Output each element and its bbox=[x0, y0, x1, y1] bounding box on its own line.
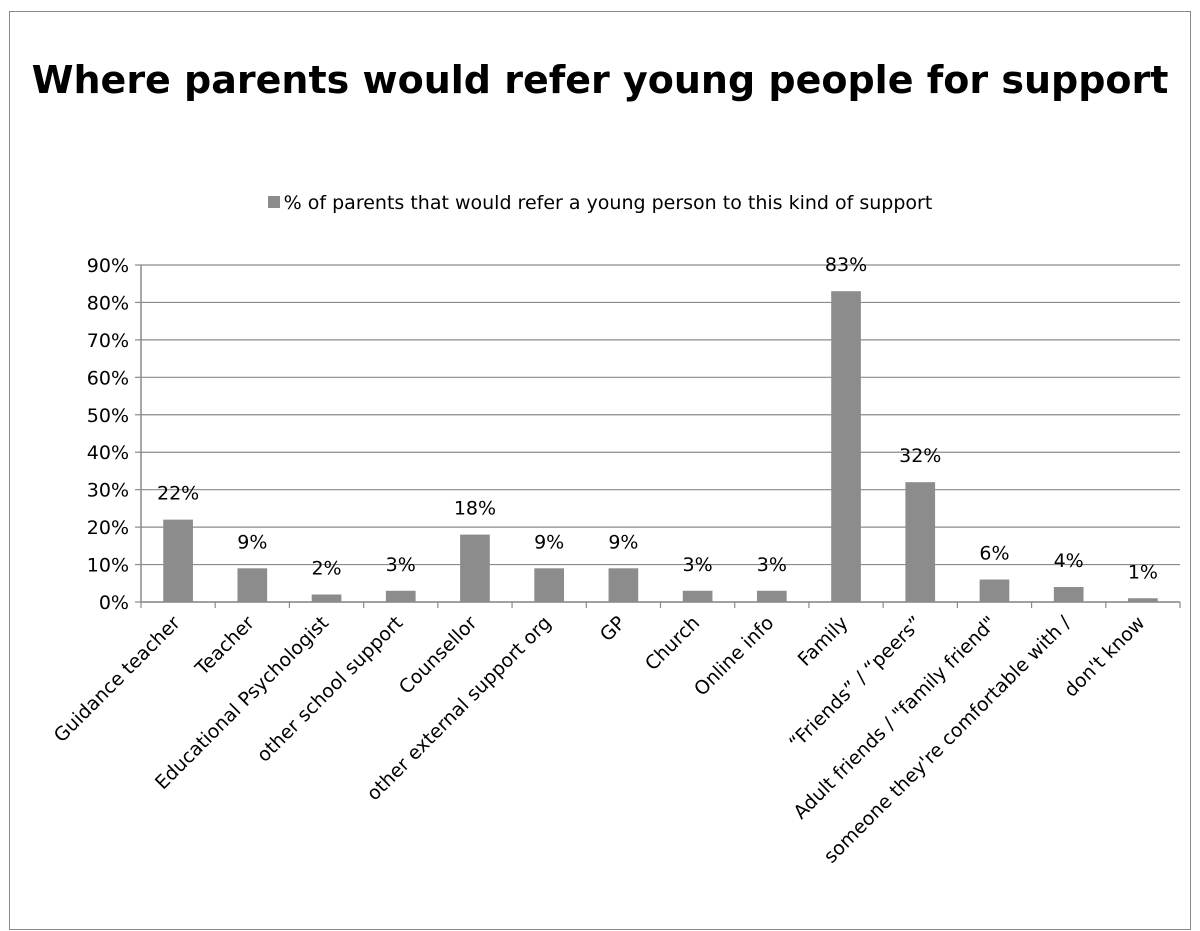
bar bbox=[756, 590, 787, 602]
data-label: 6% bbox=[979, 543, 1009, 565]
category-label: GP bbox=[596, 612, 630, 646]
data-label: 4% bbox=[1054, 550, 1084, 572]
bar bbox=[237, 568, 268, 602]
legend-label: % of parents that would refer a young pe… bbox=[283, 192, 933, 214]
chart-frame bbox=[9, 11, 1191, 930]
y-tick-label: 70% bbox=[87, 330, 129, 352]
category-label: Family bbox=[794, 612, 853, 671]
bar bbox=[831, 291, 861, 602]
data-label: 9% bbox=[534, 531, 564, 553]
y-tick-label: 40% bbox=[87, 442, 129, 464]
bar bbox=[1053, 587, 1084, 602]
bar bbox=[682, 590, 713, 602]
bar bbox=[905, 482, 936, 602]
y-tick-label: 90% bbox=[87, 255, 129, 277]
category-label: Guidance teacher bbox=[50, 612, 185, 747]
data-label: 83% bbox=[825, 254, 867, 276]
data-label: 3% bbox=[757, 554, 787, 576]
data-label: 22% bbox=[157, 483, 199, 505]
category-label: Teacher bbox=[190, 612, 259, 681]
chart-title: Where parents would refer young people f… bbox=[31, 58, 1169, 102]
y-tick-label: 10% bbox=[87, 555, 129, 577]
bar bbox=[311, 594, 342, 602]
bar bbox=[1128, 598, 1158, 602]
bar bbox=[385, 590, 416, 602]
category-label: Church bbox=[641, 612, 704, 675]
data-label: 18% bbox=[454, 498, 496, 520]
data-label: 3% bbox=[683, 554, 713, 576]
bar bbox=[608, 568, 639, 602]
y-tick-label: 20% bbox=[87, 517, 129, 539]
category-label: other school support bbox=[253, 612, 408, 767]
legend-swatch bbox=[267, 196, 280, 208]
data-label: 3% bbox=[386, 554, 416, 576]
category-label: “Friends” / “peers” bbox=[785, 612, 927, 754]
legend: % of parents that would refer a young pe… bbox=[0, 192, 1200, 214]
y-tick-label: 30% bbox=[87, 480, 129, 502]
bar bbox=[163, 519, 193, 602]
category-label: don't know bbox=[1060, 612, 1150, 702]
y-tick-label: 60% bbox=[87, 367, 129, 389]
data-label: 9% bbox=[237, 531, 267, 553]
y-tick-label: 0% bbox=[99, 592, 129, 614]
bar bbox=[979, 579, 1010, 602]
data-label: 2% bbox=[311, 558, 341, 580]
bar bbox=[534, 568, 565, 602]
data-label: 9% bbox=[608, 531, 638, 553]
bar bbox=[460, 534, 490, 602]
category-label: Online info bbox=[690, 612, 778, 700]
y-tick-label: 50% bbox=[87, 405, 129, 427]
y-tick-label: 80% bbox=[87, 292, 129, 314]
data-label: 32% bbox=[899, 445, 941, 467]
data-label: 1% bbox=[1128, 561, 1158, 583]
